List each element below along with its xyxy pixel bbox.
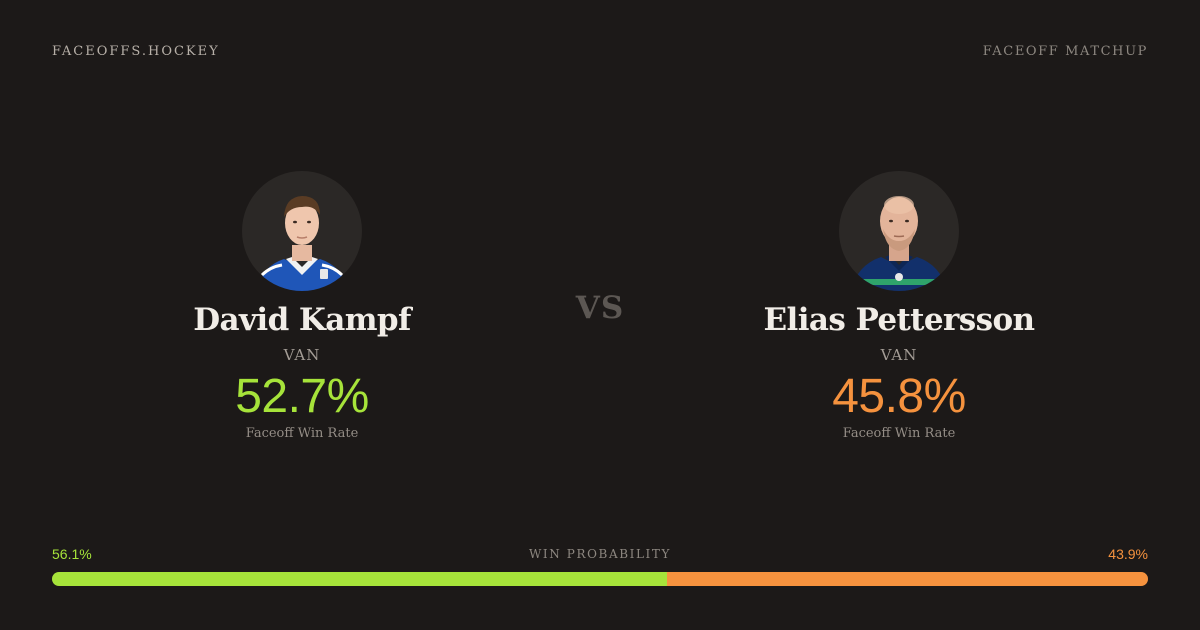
faceoff-win-rate-label: Faceoff Win Rate [245, 426, 359, 441]
player-name[interactable]: David Kampf [193, 302, 411, 338]
player-headshot-icon [256, 196, 350, 291]
player-avatar-left [242, 171, 362, 291]
vs-label: VS [575, 290, 625, 326]
page-tag: FACEOFF MATCHUP [982, 44, 1148, 59]
site-brand[interactable]: FACEOFFS.HOCKEY [52, 44, 220, 59]
player-avatar-right [839, 171, 959, 291]
player-headshot-icon [851, 196, 947, 291]
win-probability-fill-left [52, 572, 667, 586]
win-probability-title: WIN PROBABILITY [528, 547, 671, 561]
player-card-left: David Kampf VAN 52.7% Faceoff Win Rate [92, 171, 512, 441]
faceoff-win-rate: 52.7% [235, 370, 369, 423]
win-probability-left: 56.1% [52, 546, 92, 562]
player-card-right: Elias Pettersson VAN 45.8% Faceoff Win R… [689, 171, 1109, 441]
faceoff-win-rate: 45.8% [832, 370, 966, 423]
player-team: VAN [283, 346, 321, 364]
win-probability-right: 43.9% [1108, 546, 1148, 562]
win-probability-bar [52, 572, 1148, 586]
player-team: VAN [880, 346, 918, 364]
player-name[interactable]: Elias Pettersson [763, 302, 1036, 338]
win-probability-fill-right [666, 572, 1148, 586]
faceoff-win-rate-label: Faceoff Win Rate [842, 426, 956, 441]
